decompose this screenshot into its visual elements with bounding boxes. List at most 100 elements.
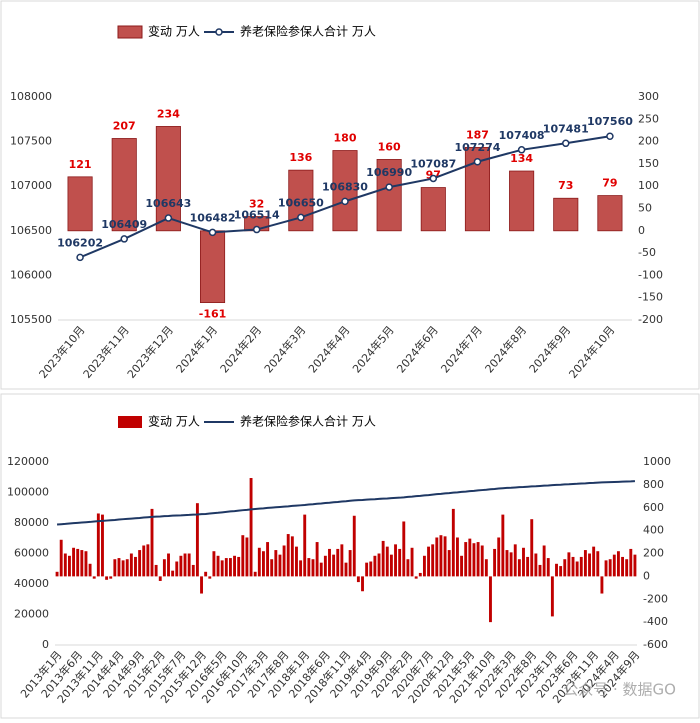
bar (146, 544, 150, 577)
bar (92, 576, 96, 579)
x-tick-label: 2024年9月 (526, 323, 573, 376)
bar (365, 562, 369, 577)
bar (138, 550, 142, 577)
line-value-label: 106202 (57, 236, 103, 249)
bar (377, 553, 381, 577)
line-marker (208, 228, 217, 237)
bar (369, 561, 373, 577)
bar (352, 515, 356, 577)
y-tick-label: 20000 (14, 608, 49, 621)
bar (538, 564, 542, 577)
bar-value-label: 207 (113, 119, 136, 132)
legend-label: 养老保险参保人合计 万人 (240, 24, 376, 39)
bar (171, 570, 175, 577)
bar (307, 558, 311, 577)
bar (583, 550, 587, 577)
bar (451, 508, 455, 577)
x-tick-label: 2024年8月 (482, 323, 529, 376)
bar (290, 536, 294, 577)
line-value-label: 107274 (454, 141, 500, 154)
bar (167, 553, 170, 577)
bar (464, 542, 468, 577)
bar (208, 576, 212, 579)
bar (204, 571, 208, 577)
bar (319, 562, 323, 577)
bar (402, 521, 406, 577)
bar (472, 543, 476, 577)
bar (414, 576, 418, 579)
bar (563, 559, 567, 577)
x-tick-label: 2024年5月 (349, 323, 396, 376)
bar (105, 576, 109, 580)
y-tick-label: 108000 (10, 90, 52, 103)
bar (121, 560, 125, 577)
y2-tick-label: 400 (643, 524, 664, 537)
bar (410, 547, 414, 577)
bar (233, 555, 236, 577)
bar (212, 551, 216, 577)
bar (63, 553, 67, 577)
bar (162, 559, 166, 577)
bar (513, 544, 517, 577)
line-marker (164, 214, 173, 222)
bar (427, 546, 430, 577)
legend-label: 变动 万人 (148, 24, 200, 39)
y2-tick-label: 1000 (643, 455, 671, 468)
bar (249, 478, 253, 577)
bar (200, 576, 203, 594)
bar (456, 537, 459, 577)
bar-value-label: 180 (334, 132, 357, 145)
line-marker (606, 132, 614, 140)
bar (376, 159, 402, 232)
line-value-label: 107560 (587, 115, 633, 128)
bar (266, 542, 270, 577)
bar (530, 519, 534, 577)
y-tick-label: 120000 (7, 455, 49, 468)
bar (76, 548, 80, 577)
bar (373, 555, 377, 577)
line-marker (252, 225, 261, 234)
bar-value-label: 32 (249, 198, 264, 211)
bar (522, 547, 525, 577)
bar (597, 195, 623, 232)
bar (612, 554, 616, 577)
bar (125, 559, 129, 577)
bar (80, 550, 84, 577)
bar (422, 555, 426, 577)
bar (295, 546, 298, 577)
bar (443, 536, 447, 577)
bar (332, 554, 336, 577)
legend-label: 变动 万人 (148, 414, 200, 429)
bar (616, 551, 620, 577)
bar (142, 545, 146, 577)
y2-tick-label: 800 (643, 478, 664, 491)
bar (633, 554, 637, 577)
bar (134, 556, 137, 577)
bar (216, 555, 220, 577)
bar (348, 550, 352, 577)
x-tick-label: 2024年2月 (217, 323, 264, 376)
y2-tick-label: 50 (638, 202, 652, 215)
bar (546, 558, 550, 577)
y-tick-label: 40000 (14, 577, 49, 590)
bar (418, 572, 422, 577)
y2-tick-label: 300 (638, 90, 659, 103)
bar (59, 539, 63, 577)
legend-label: 养老保险参保人合计 万人 (240, 414, 376, 429)
bar (385, 546, 389, 577)
bar (237, 556, 241, 577)
y2-tick-label: 150 (638, 157, 659, 170)
line-marker (385, 183, 393, 191)
y2-tick-label: -400 (643, 615, 668, 628)
bar (303, 514, 307, 577)
bar (509, 552, 513, 577)
bar (245, 537, 249, 577)
y2-tick-label: 200 (638, 135, 659, 148)
y2-tick-label: 600 (643, 501, 664, 514)
bar (109, 576, 113, 579)
bar (542, 545, 546, 577)
y2-tick-label: 200 (643, 547, 664, 560)
line-marker (562, 139, 570, 148)
bar (278, 554, 282, 577)
bar (111, 138, 137, 232)
